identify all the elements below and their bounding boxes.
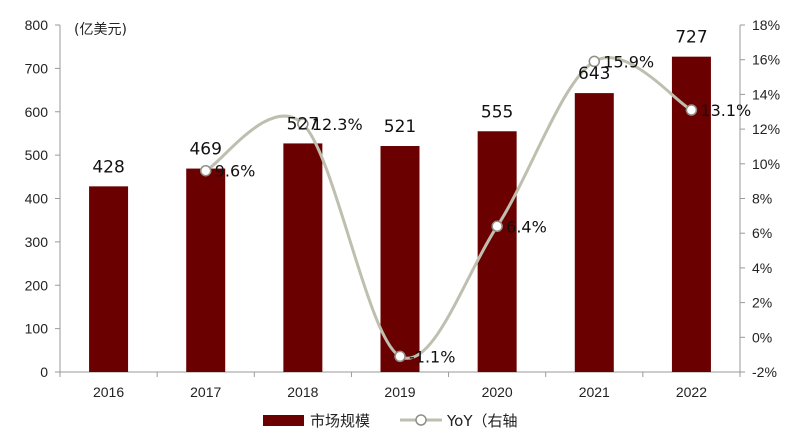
left-axis-unit: (亿美元) xyxy=(74,22,127,38)
yoy-point-2018 xyxy=(297,118,309,130)
bar-2018 xyxy=(283,143,323,372)
yoy-line-layer xyxy=(199,55,698,363)
bar-2020 xyxy=(477,131,517,372)
bar-value-label: 643 xyxy=(578,64,610,84)
left-tick-label: 700 xyxy=(25,60,49,76)
axes-layer: 0 100 200 300 400 500 600 700 800 -2% 0% 2% 4% 6% 8% 10… xyxy=(25,17,780,400)
x-tick-label: 2021 xyxy=(579,384,610,400)
x-tick-label: 2017 xyxy=(190,384,221,400)
bar-value-label: 428 xyxy=(92,157,124,177)
left-tick-label: 800 xyxy=(25,17,49,33)
yoy-value-label: 6.4% xyxy=(506,217,547,236)
bar-value-label: 555 xyxy=(481,102,513,122)
left-tick-label: 500 xyxy=(25,147,49,163)
bar-2016 xyxy=(89,186,129,372)
right-tick-label: 14% xyxy=(752,86,780,102)
left-tick-label: 600 xyxy=(25,104,49,120)
left-tick-label: 100 xyxy=(25,321,49,337)
right-tick-label: 0% xyxy=(752,329,772,345)
legend-label-bar: 市场规模 xyxy=(310,412,370,430)
labels-layer: 428 469 527 521 555 643 727 9.6% 12.3% -1.1% 6.4% 1… xyxy=(92,28,751,367)
yoy-value-label: 9.6% xyxy=(215,162,256,181)
yoy-point-2021 xyxy=(588,55,601,68)
right-tick-label: 8% xyxy=(752,191,772,207)
bar-value-label: 469 xyxy=(189,140,221,160)
x-tick-label: 2022 xyxy=(676,384,707,400)
left-tick-label: 0 xyxy=(40,364,48,380)
left-tick-label: 400 xyxy=(25,191,49,207)
legend-label-line: YoY（右轴 xyxy=(446,412,518,430)
yoy-line xyxy=(204,56,693,360)
bars-layer xyxy=(89,56,711,372)
yoy-value-label: 15.9% xyxy=(603,52,654,71)
yoy-point-2017 xyxy=(199,164,212,177)
x-tick-label: 2016 xyxy=(93,384,124,400)
right-tick-label: 4% xyxy=(752,260,772,276)
legend-swatch-bar xyxy=(263,415,304,426)
right-tick-label: 12% xyxy=(752,121,780,137)
legend: 市场规模 YoY（右轴 xyxy=(263,412,518,430)
right-tick-label: 16% xyxy=(752,52,780,68)
bar-value-label: 521 xyxy=(384,117,416,137)
yoy-value-label: 12.3% xyxy=(312,115,363,134)
yoy-point-2019 xyxy=(394,350,406,363)
yoy-point-2020 xyxy=(491,220,503,233)
x-tick-label: 2018 xyxy=(287,384,318,400)
right-tick-label: 10% xyxy=(752,156,780,172)
bar-2019 xyxy=(380,146,420,372)
right-tick-label: -2% xyxy=(752,364,777,380)
x-tick-label: 2020 xyxy=(482,384,513,400)
right-tick-label: 6% xyxy=(752,225,772,241)
bar-2017 xyxy=(186,168,226,372)
bar-value-label: 527 xyxy=(287,114,319,134)
legend-swatch-marker xyxy=(415,414,427,426)
bar-2021 xyxy=(574,93,614,372)
left-tick-label: 300 xyxy=(25,234,49,250)
x-tick-label: 2019 xyxy=(384,384,415,400)
left-tick-label: 200 xyxy=(25,277,49,293)
right-tick-label: 2% xyxy=(752,295,772,311)
bar-value-label: 727 xyxy=(675,28,707,48)
yoy-value-label: -1.1% xyxy=(409,347,455,366)
right-tick-label: 18% xyxy=(752,17,780,33)
yoy-value-label: 13.1% xyxy=(700,101,751,120)
yoy-point-2022 xyxy=(685,104,698,116)
